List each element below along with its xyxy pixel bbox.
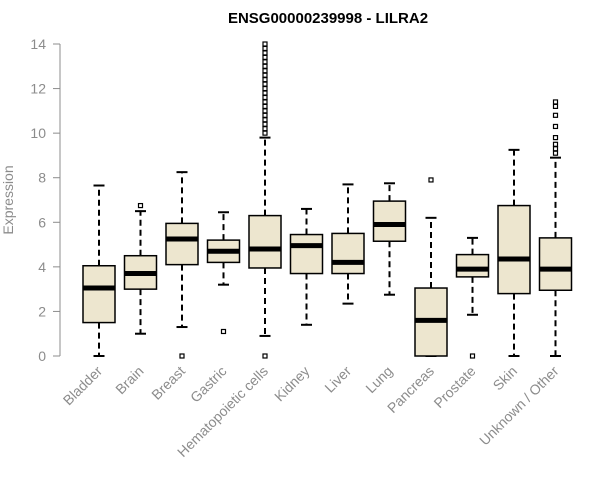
y-tick-label: 14 bbox=[30, 36, 46, 52]
outlier-point bbox=[262, 50, 268, 56]
box-series bbox=[82, 41, 573, 359]
outlier-point bbox=[262, 85, 268, 92]
x-category-label: Skin bbox=[490, 363, 521, 394]
outlier-point bbox=[220, 328, 227, 335]
iqr-box bbox=[538, 237, 573, 292]
outlier-point bbox=[262, 130, 268, 136]
y-tick-label: 6 bbox=[38, 214, 46, 230]
outlier-point bbox=[552, 123, 559, 130]
box-liver bbox=[331, 183, 365, 305]
iqr-box bbox=[289, 233, 324, 275]
y-tick-label: 10 bbox=[30, 125, 46, 141]
box-breast bbox=[165, 171, 199, 359]
outlier-point bbox=[552, 146, 559, 152]
x-category-label: Brain bbox=[112, 363, 146, 397]
outlier-point bbox=[262, 81, 268, 87]
iqr-box bbox=[331, 232, 365, 275]
outlier-point bbox=[262, 112, 268, 118]
iqr-box bbox=[82, 264, 116, 324]
box-gastric bbox=[206, 211, 241, 335]
outlier-point bbox=[262, 41, 268, 47]
outlier-point bbox=[552, 99, 559, 105]
x-category-label: Kidney bbox=[271, 363, 313, 405]
x-category-label: Bladder bbox=[60, 363, 106, 409]
iqr-box bbox=[372, 200, 407, 242]
outlier-point bbox=[262, 94, 268, 101]
y-axis-label: Expression bbox=[0, 165, 16, 234]
outlier-point bbox=[552, 141, 559, 147]
outlier-point bbox=[262, 117, 268, 123]
y-tick-label: 8 bbox=[38, 170, 46, 186]
box-hematopoietic-cells bbox=[248, 41, 282, 359]
outlier-point bbox=[262, 72, 268, 78]
x-category-label: Unknown / Other bbox=[476, 363, 562, 449]
chart-title: ENSG00000239998 - LILRA2 bbox=[228, 10, 428, 27]
outlier-point bbox=[262, 121, 268, 127]
y-tick-label: 12 bbox=[30, 81, 46, 97]
outlier-point bbox=[262, 59, 268, 65]
outlier-point bbox=[262, 108, 268, 114]
outlier-point bbox=[262, 54, 268, 60]
box-bladder bbox=[82, 184, 116, 357]
box-prostate bbox=[455, 236, 490, 359]
y-tick-label: 4 bbox=[38, 259, 46, 275]
outlier-point bbox=[137, 202, 144, 209]
outlier-point bbox=[552, 103, 559, 110]
x-category-label: Lung bbox=[362, 363, 395, 396]
box-skin bbox=[497, 148, 531, 357]
x-category-label: Breast bbox=[148, 363, 188, 403]
outlier-point bbox=[552, 112, 559, 118]
box-kidney bbox=[289, 207, 324, 326]
box-pancreas bbox=[414, 177, 448, 357]
outlier-point bbox=[262, 90, 268, 96]
outlier-point bbox=[262, 353, 268, 359]
iqr-box bbox=[497, 204, 531, 295]
outlier-point bbox=[262, 63, 268, 69]
box-brain bbox=[123, 202, 158, 335]
outlier-point bbox=[552, 150, 559, 156]
outlier-point bbox=[262, 45, 268, 52]
y-axis: 0 2 4 6 8 10 12 14 bbox=[30, 36, 61, 364]
outlier-point bbox=[262, 126, 268, 132]
outlier-point bbox=[262, 68, 268, 74]
iqr-box bbox=[248, 214, 282, 269]
outlier-point bbox=[262, 77, 268, 83]
y-tick-label: 0 bbox=[38, 348, 46, 364]
x-category-label: Prostate bbox=[430, 363, 478, 411]
outlier-point bbox=[262, 103, 268, 110]
y-tick-label: 2 bbox=[38, 303, 46, 319]
outlier-point bbox=[469, 353, 476, 359]
outlier-point bbox=[552, 135, 559, 141]
iqr-box bbox=[455, 253, 490, 278]
x-category-label: Liver bbox=[321, 363, 354, 396]
outlier-point bbox=[428, 177, 434, 183]
box-lung bbox=[372, 182, 407, 296]
outlier-point bbox=[179, 353, 185, 359]
iqr-box bbox=[165, 222, 199, 266]
box-unknown-other bbox=[538, 99, 573, 357]
outlier-point bbox=[262, 99, 268, 105]
